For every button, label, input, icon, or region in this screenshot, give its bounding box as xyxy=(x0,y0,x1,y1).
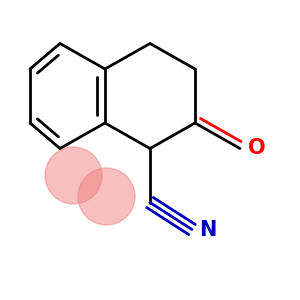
Text: N: N xyxy=(200,220,217,239)
Circle shape xyxy=(45,147,102,204)
Text: O: O xyxy=(248,139,265,158)
Circle shape xyxy=(78,168,135,225)
